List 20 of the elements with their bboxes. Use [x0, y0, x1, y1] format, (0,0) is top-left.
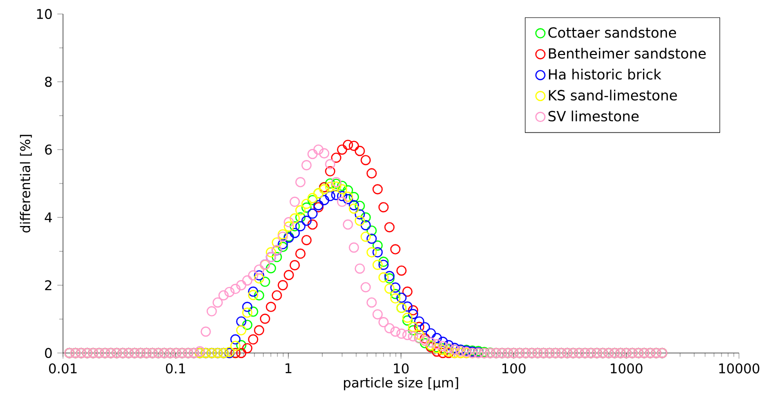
legend-label: Ha historic brick — [548, 68, 662, 80]
x-tick-label: 10000 — [719, 363, 760, 374]
y-tick-label: 2 — [45, 280, 52, 290]
y-tick-label: 4 — [44, 212, 52, 222]
legend-label: SV limestone — [548, 110, 639, 122]
x-tick-label: 1000 — [610, 363, 642, 374]
y-axis-title: differential [%] — [20, 134, 32, 233]
legend-label: Bentheimer sandstone — [548, 48, 706, 59]
x-tick-label: 1 — [286, 363, 292, 374]
x-tick-label: 100 — [502, 363, 526, 374]
y-tick-label: 0 — [45, 348, 52, 358]
x-tick-label: 0.1 — [166, 363, 186, 374]
legend-label: Cottaer sandstone — [548, 26, 676, 38]
x-tick-label: 0.01 — [49, 363, 77, 374]
legend-label: KS sand-limestone — [548, 90, 677, 101]
y-tick-label: 6 — [45, 144, 52, 155]
x-axis-title: particle size [µm] — [344, 377, 458, 390]
y-tick-label: 8 — [45, 76, 52, 87]
y-tick-label: 10 — [37, 8, 52, 20]
x-tick-label: 10 — [394, 363, 409, 374]
